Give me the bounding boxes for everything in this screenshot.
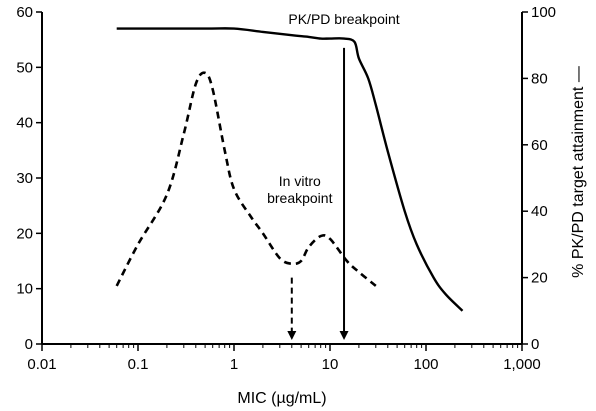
x-tick-label: 0.01 (27, 356, 56, 373)
left-y-tick-label: 0 (25, 336, 33, 353)
pkpd-attainment-line (116, 27, 464, 312)
left-y-tick-label: 50 (16, 59, 33, 76)
in-vitro-breakpoint-arrow-head (287, 331, 297, 340)
in-vitro-breakpoint-label-line-2: breakpoint (267, 190, 332, 206)
right-y-tick-label: 80 (531, 70, 548, 87)
series-layer (115, 27, 464, 312)
left-y-tick-label: 30 (16, 170, 33, 187)
in-vitro-breakpoint-label-line-1: In vitro (279, 173, 321, 189)
x-tick-label: 0.1 (128, 356, 149, 373)
x-tick-label: 100 (413, 356, 438, 373)
left-y-tick-label: 20 (16, 225, 33, 242)
right-y-tick-label: 20 (531, 270, 548, 287)
right-y-tick-label: 40 (531, 203, 548, 220)
annotation-layer: PK/PD breakpoint In vitro breakpoint (267, 11, 400, 340)
left-y-tick-label: 10 (16, 281, 33, 298)
right-axis-title: % PK/PD target attainment — (570, 66, 587, 278)
right-y-tick-label: 60 (531, 137, 548, 154)
pkpd-breakpoint-arrow-head (339, 331, 349, 340)
mic-distribution-line (115, 71, 377, 287)
left-y-tick-label: 60 (16, 4, 33, 21)
right-y-tick-label: 0 (531, 336, 539, 353)
x-tick-label: 1,000 (503, 356, 541, 373)
x-tick-label: 1 (230, 356, 238, 373)
left-y-tick-label: 40 (16, 115, 33, 132)
x-axis-title: MIC (µg/mL) (237, 390, 326, 407)
axes-layer: 0.01 0.1 1 10 100 1,000 0 10 20 30 40 50 60 0 20 40 60 80… (16, 4, 556, 373)
pkpd-breakpoint-label: PK/PD breakpoint (288, 11, 399, 27)
right-y-tick-label: 100 (531, 4, 556, 21)
x-tick-label: 10 (322, 356, 339, 373)
